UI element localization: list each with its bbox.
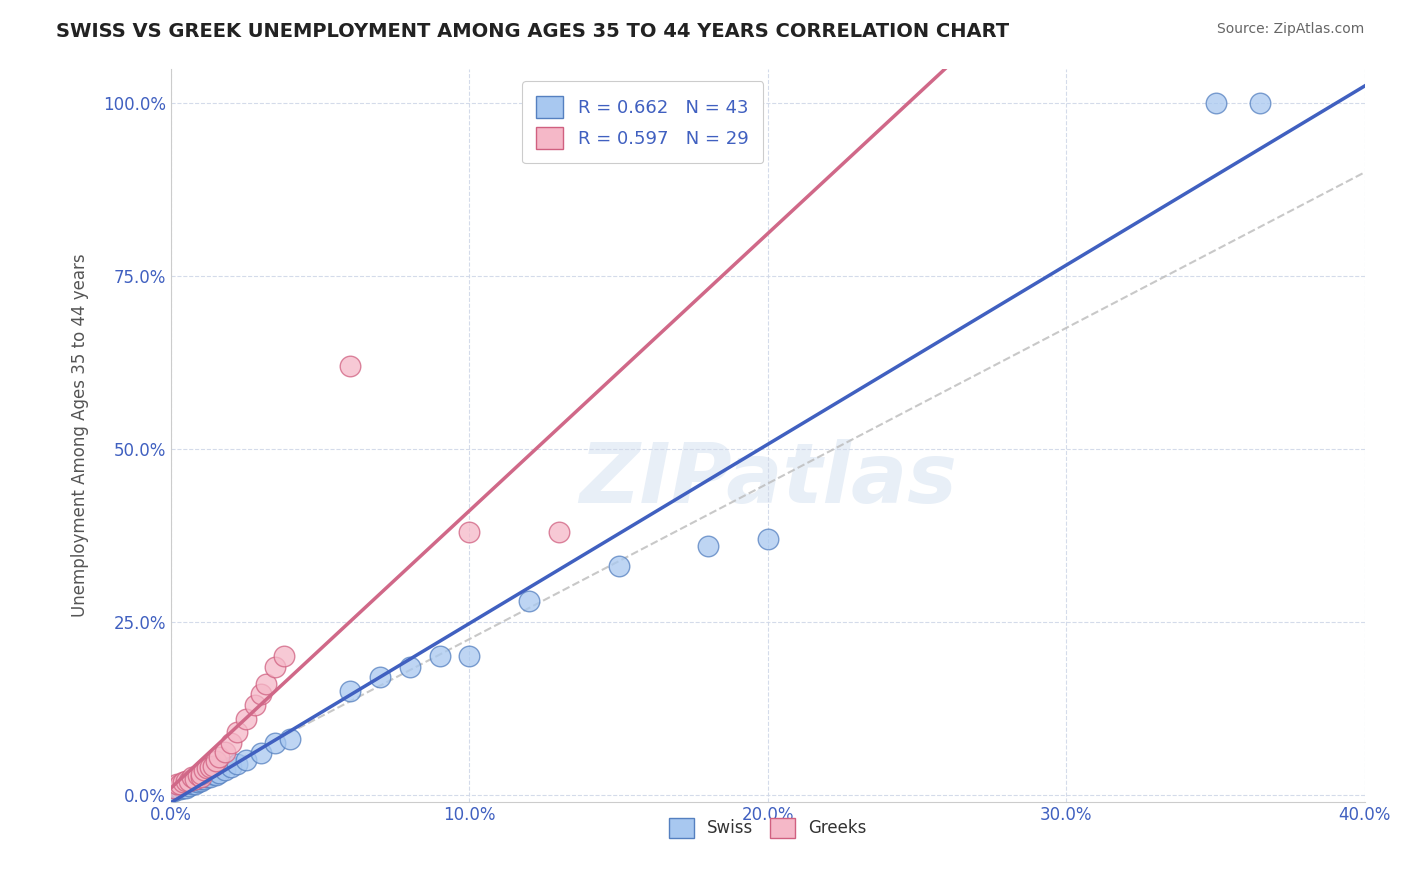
Point [177,773,200,788]
Point [243,698,266,712]
Point [225,725,247,739]
Point [273,649,295,664]
Point [339,684,361,698]
Point [517,594,540,608]
Point [225,756,247,771]
Point [163,780,186,795]
Point [193,764,215,778]
Point [177,775,200,789]
Point [201,767,224,781]
Point [219,760,242,774]
Point [172,775,194,789]
Point [163,784,186,798]
Point [184,772,207,787]
Point [180,770,202,784]
Point [166,777,188,791]
Point [264,736,287,750]
Point [208,749,231,764]
Point [214,764,236,778]
Point [458,649,481,664]
Point [219,736,242,750]
Point [172,777,194,791]
Point [166,780,188,795]
Y-axis label: Unemployment Among Ages 35 to 44 years: Unemployment Among Ages 35 to 44 years [72,253,89,617]
Point [193,772,215,787]
Point [214,745,236,759]
Point [548,524,571,539]
Point [169,777,191,791]
Point [235,712,257,726]
Point [1205,96,1227,111]
Point [198,760,221,774]
Legend: Swiss, Greeks: Swiss, Greeks [662,811,873,845]
Point [169,782,191,797]
Point [187,768,209,782]
Point [184,777,207,791]
Point [172,780,194,795]
Point [264,659,287,673]
Point [1249,96,1271,111]
Text: Source: ZipAtlas.com: Source: ZipAtlas.com [1216,22,1364,37]
Point [174,777,197,791]
Point [187,775,209,789]
Point [756,532,779,546]
Point [235,753,257,767]
Text: ZIPatlas: ZIPatlas [579,439,957,519]
Point [169,780,191,794]
Point [607,559,630,574]
Point [190,772,212,787]
Text: SWISS VS GREEK UNEMPLOYMENT AMONG AGES 35 TO 44 YEARS CORRELATION CHART: SWISS VS GREEK UNEMPLOYMENT AMONG AGES 3… [56,22,1010,41]
Point [174,773,197,788]
Point [249,687,271,701]
Point [180,777,202,791]
Point [204,755,226,769]
Point [195,761,218,775]
Point [190,770,212,784]
Point [256,677,278,691]
Point [249,746,271,760]
Point [458,524,481,539]
Point [195,768,218,782]
Point [180,773,202,788]
Point [398,659,420,673]
Point [339,359,361,373]
Point [204,768,226,782]
Point [429,649,451,664]
Point [198,770,221,784]
Point [166,782,188,797]
Point [174,780,197,795]
Point [190,767,212,781]
Point [280,732,302,747]
Point [697,539,720,553]
Point [190,773,212,788]
Point [195,770,218,784]
Point [184,773,207,788]
Point [177,780,200,794]
Point [201,758,224,772]
Point [368,670,391,684]
Point [208,765,231,780]
